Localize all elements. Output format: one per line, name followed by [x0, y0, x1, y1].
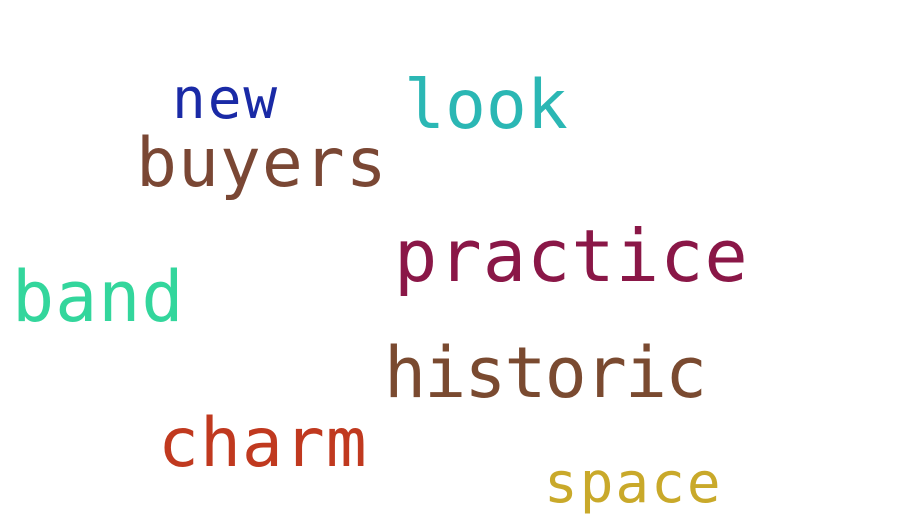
word-historic: historic [384, 332, 707, 414]
word-space: space [544, 451, 723, 516]
word-practice: practice [394, 214, 749, 298]
word-look: look [404, 66, 568, 145]
word-new: new [172, 67, 280, 132]
word-buyers: buyers [136, 124, 388, 203]
word-band: band [12, 256, 185, 338]
word-charm: charm [158, 404, 368, 483]
